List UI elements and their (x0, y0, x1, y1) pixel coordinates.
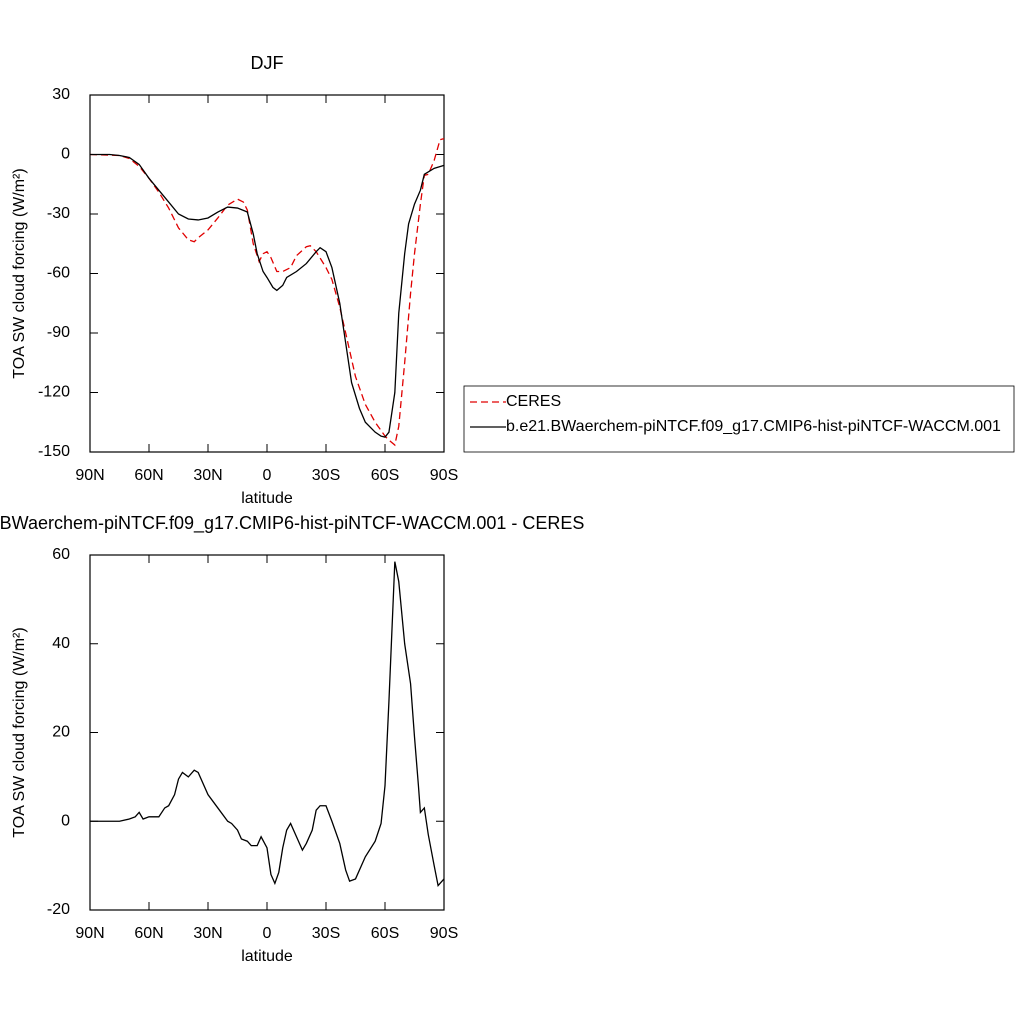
plot-frame (89, 94, 445, 453)
y-tick-label: 20 (52, 724, 70, 741)
x-tick-label: 60S (371, 925, 399, 942)
x-tick-label: 30N (193, 925, 222, 942)
series-line (89, 138, 445, 447)
x-tick-label: 30N (193, 467, 222, 484)
legend-label: CERES (506, 393, 561, 410)
x-tick-label: 90N (75, 467, 104, 484)
y-tick-label: -120 (38, 384, 70, 401)
y-tick-label: -20 (47, 901, 70, 918)
y-tick-label: 30 (52, 86, 70, 103)
y-axis-label: TOA SW cloud forcing (W/m²) (11, 168, 28, 378)
x-axis-label: latitude (241, 948, 293, 965)
chart-title: b.e21.BWaerchem-piNTCF.f09_g17.CMIP6-his… (0, 513, 584, 534)
x-tick-label: 30S (312, 467, 340, 484)
x-tick-label: 90S (430, 467, 458, 484)
x-tick-label: 90S (430, 925, 458, 942)
chart-title: DJF (251, 53, 284, 73)
y-tick-label: 0 (61, 812, 70, 829)
x-tick-label: 0 (263, 467, 272, 484)
series-line (90, 561, 445, 888)
y-tick-label: 0 (61, 146, 70, 163)
y-tick-label: 60 (52, 546, 70, 563)
legend-box (463, 385, 1015, 453)
x-tick-label: 0 (263, 925, 272, 942)
x-tick-label: 60S (371, 467, 399, 484)
legend-label: b.e21.BWaerchem-piNTCF.f09_g17.CMIP6-his… (506, 418, 1001, 435)
y-tick-label: -150 (38, 443, 70, 460)
y-axis-label: TOA SW cloud forcing (W/m²) (11, 627, 28, 837)
x-tick-label: 30S (312, 925, 340, 942)
x-tick-label: 90N (75, 925, 104, 942)
x-tick-label: 60N (134, 467, 163, 484)
plot-frame (89, 554, 445, 911)
y-tick-label: -30 (47, 205, 70, 222)
x-axis-label: latitude (241, 490, 293, 507)
x-tick-label: 60N (134, 925, 163, 942)
y-tick-label: 40 (52, 635, 70, 652)
series-line (90, 153, 445, 438)
y-tick-label: -90 (47, 324, 70, 341)
y-tick-label: -60 (47, 265, 70, 282)
